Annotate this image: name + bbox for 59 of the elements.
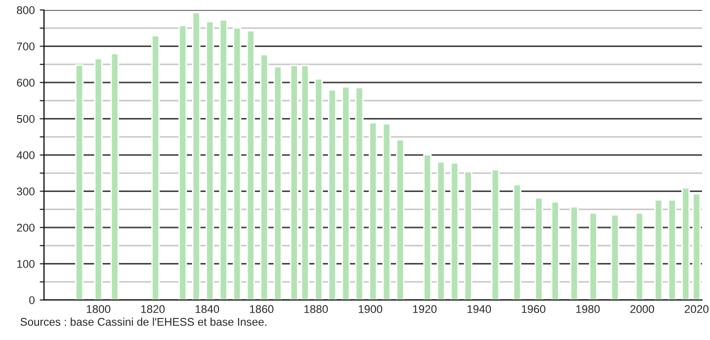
bar	[219, 19, 228, 300]
bar	[232, 27, 242, 300]
bar	[692, 193, 701, 300]
y-tick-label: 100	[17, 260, 35, 268]
bar	[151, 35, 160, 300]
bar	[436, 161, 446, 300]
bar	[396, 139, 404, 300]
x-tick-label: 1880	[304, 305, 328, 314]
bar	[300, 64, 310, 300]
y-tick-label: 0	[29, 296, 35, 304]
x-tick-label: 1920	[413, 305, 437, 314]
x-tick-label: 1900	[358, 305, 382, 314]
bar	[450, 162, 459, 300]
bar	[589, 212, 598, 300]
bar	[610, 214, 620, 300]
bar	[668, 199, 676, 300]
bar	[178, 24, 187, 300]
bar	[681, 187, 690, 300]
x-tick-label: 1840	[196, 305, 220, 314]
y-tick-label: 600	[17, 78, 35, 87]
y-tick-label: 500	[16, 115, 35, 123]
bar	[382, 123, 391, 300]
x-tick-label: 1860	[250, 305, 274, 314]
bar	[94, 58, 103, 300]
x-tick-label: 1820	[141, 305, 165, 314]
bar	[314, 78, 323, 300]
bar	[274, 66, 282, 300]
bar	[75, 64, 84, 300]
y-tick-label: 300	[16, 188, 35, 196]
y-tick-label: 400	[16, 151, 35, 160]
bar	[654, 199, 663, 300]
x-tick-label: 1980	[576, 305, 600, 314]
x-tick-label: 1960	[522, 305, 546, 314]
bar	[464, 170, 472, 300]
bar	[260, 54, 268, 300]
y-tick-label: 800	[16, 6, 35, 14]
x-tick-label: 2000	[630, 305, 654, 314]
bar	[550, 201, 560, 300]
bar	[110, 52, 119, 300]
y-tick-label: 200	[16, 224, 35, 232]
bar	[491, 169, 500, 300]
bar	[246, 30, 255, 300]
y-tick-label: 700	[17, 42, 35, 50]
bar	[570, 206, 578, 300]
bar	[635, 212, 644, 300]
bar	[342, 86, 350, 300]
x-tick-label: 2020	[684, 305, 708, 314]
bar	[355, 86, 364, 300]
x-tick-label: 1940	[468, 305, 491, 314]
bar	[534, 197, 544, 300]
bar	[512, 184, 522, 300]
x-tick-label: 1800	[86, 305, 110, 314]
bar	[328, 89, 336, 300]
bar	[290, 64, 298, 300]
bar	[368, 122, 378, 300]
bar	[192, 12, 200, 300]
bar	[206, 20, 214, 300]
bar	[423, 154, 432, 300]
source-note: Sources : base Cassini de l'EHESS et base Insee.	[20, 318, 266, 326]
